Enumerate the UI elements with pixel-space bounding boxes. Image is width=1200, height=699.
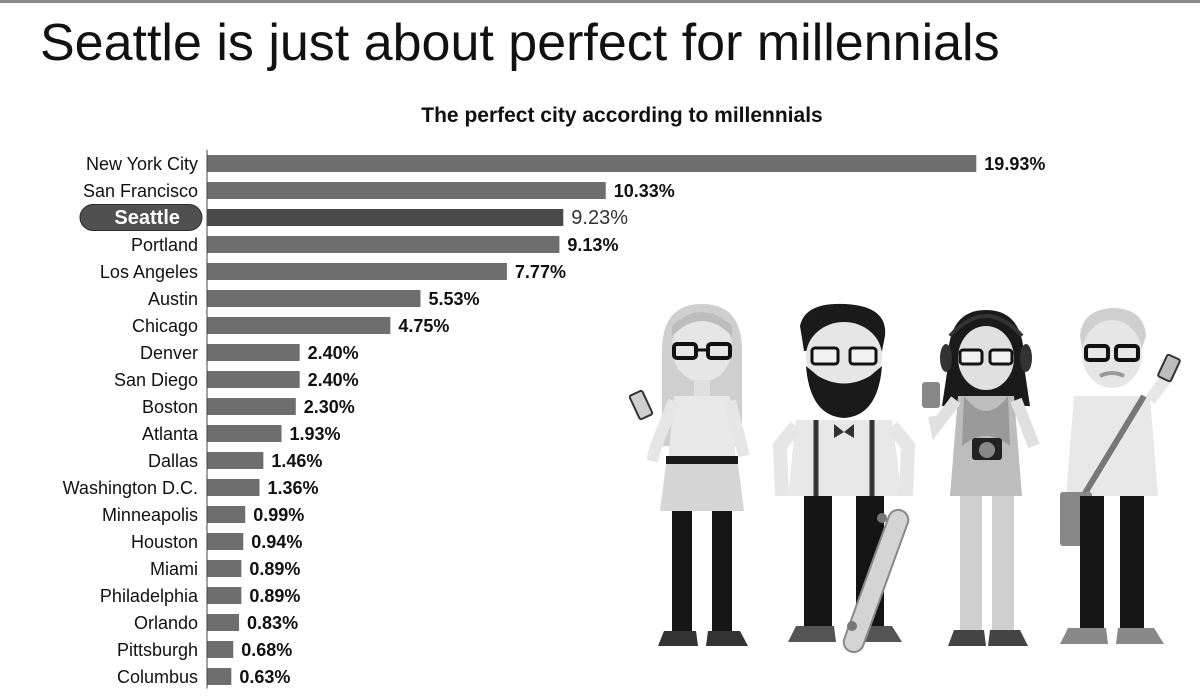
value-label-miami: 0.89% <box>249 559 300 579</box>
woman-with-camera-figure <box>922 310 1040 646</box>
bar-denver <box>207 344 300 361</box>
bar-atlanta <box>207 425 282 442</box>
bar-washington-d-c <box>207 479 260 496</box>
value-label-boston: 2.30% <box>304 397 355 417</box>
bar-orlando <box>207 614 240 631</box>
value-label-san-francisco: 10.33% <box>614 181 675 201</box>
category-label-pittsburgh: Pittsburgh <box>117 640 198 660</box>
value-label-los-angeles: 7.77% <box>515 262 566 282</box>
category-label-san-francisco: San Francisco <box>83 181 198 201</box>
bar-columbus <box>207 668 232 685</box>
bar-philadelphia <box>207 587 242 604</box>
category-label-columbus: Columbus <box>117 667 198 687</box>
chart-title: The perfect city according to millennial… <box>421 104 823 127</box>
category-label-austin: Austin <box>148 289 198 309</box>
category-label-dallas: Dallas <box>148 451 198 471</box>
value-label-atlanta: 1.93% <box>289 424 340 444</box>
value-label-chicago: 4.75% <box>398 316 449 336</box>
category-label-philadelphia: Philadelphia <box>100 586 199 606</box>
category-label-san-diego: San Diego <box>114 370 198 390</box>
category-label-washington-d-c: Washington D.C. <box>63 478 198 498</box>
bar-seattle <box>207 209 564 226</box>
category-label-orlando: Orlando <box>134 613 198 633</box>
category-label-portland: Portland <box>131 235 198 255</box>
bar-new-york-city <box>207 155 977 172</box>
category-label-seattle: Seattle <box>114 207 180 229</box>
millennials-illustration <box>628 303 1181 654</box>
bearded-man-figure <box>772 303 916 654</box>
bar-san-francisco <box>207 182 606 199</box>
value-label-seattle: 9.23% <box>571 207 628 229</box>
category-label-miami: Miami <box>150 559 198 579</box>
value-label-dallas: 1.46% <box>271 451 322 471</box>
bar-miami <box>207 560 242 577</box>
bar-san-diego <box>207 371 300 388</box>
bar-houston <box>207 533 244 550</box>
man-with-bag-figure <box>1060 308 1181 644</box>
value-label-austin: 5.53% <box>428 289 479 309</box>
value-label-minneapolis: 0.99% <box>253 505 304 525</box>
value-label-new-york-city: 19.93% <box>984 154 1045 174</box>
value-label-philadelphia: 0.89% <box>249 586 300 606</box>
category-label-houston: Houston <box>131 532 198 552</box>
bar-boston <box>207 398 296 415</box>
category-label-atlanta: Atlanta <box>142 424 199 444</box>
category-label-minneapolis: Minneapolis <box>102 505 198 525</box>
value-label-houston: 0.94% <box>251 532 302 552</box>
bar-pittsburgh <box>207 641 234 658</box>
bar-minneapolis <box>207 506 246 523</box>
category-label-new-york-city: New York City <box>86 154 198 174</box>
value-label-pittsburgh: 0.68% <box>241 640 292 660</box>
bar-chicago <box>207 317 391 334</box>
page-title: Seattle is just about perfect for millen… <box>40 14 1000 72</box>
value-label-portland: 9.13% <box>567 235 618 255</box>
top-rule <box>0 0 1200 3</box>
value-label-denver: 2.40% <box>308 343 359 363</box>
bar-austin <box>207 290 421 307</box>
category-label-los-angeles: Los Angeles <box>100 262 198 282</box>
bar-chart: New York City 19.93% San Francisco 10.33% Se… <box>63 150 1045 689</box>
value-label-columbus: 0.63% <box>239 667 290 687</box>
value-label-san-diego: 2.40% <box>308 370 359 390</box>
category-label-boston: Boston <box>142 397 198 417</box>
bar-dallas <box>207 452 264 469</box>
category-label-denver: Denver <box>140 343 198 363</box>
bar-portland <box>207 236 560 253</box>
category-label-chicago: Chicago <box>132 316 198 336</box>
highlight-pill <box>79 204 203 231</box>
value-label-washington-d-c: 1.36% <box>267 478 318 498</box>
bar-los-angeles <box>207 263 507 280</box>
value-label-orlando: 0.83% <box>247 613 298 633</box>
woman-with-phone-figure <box>628 304 750 646</box>
